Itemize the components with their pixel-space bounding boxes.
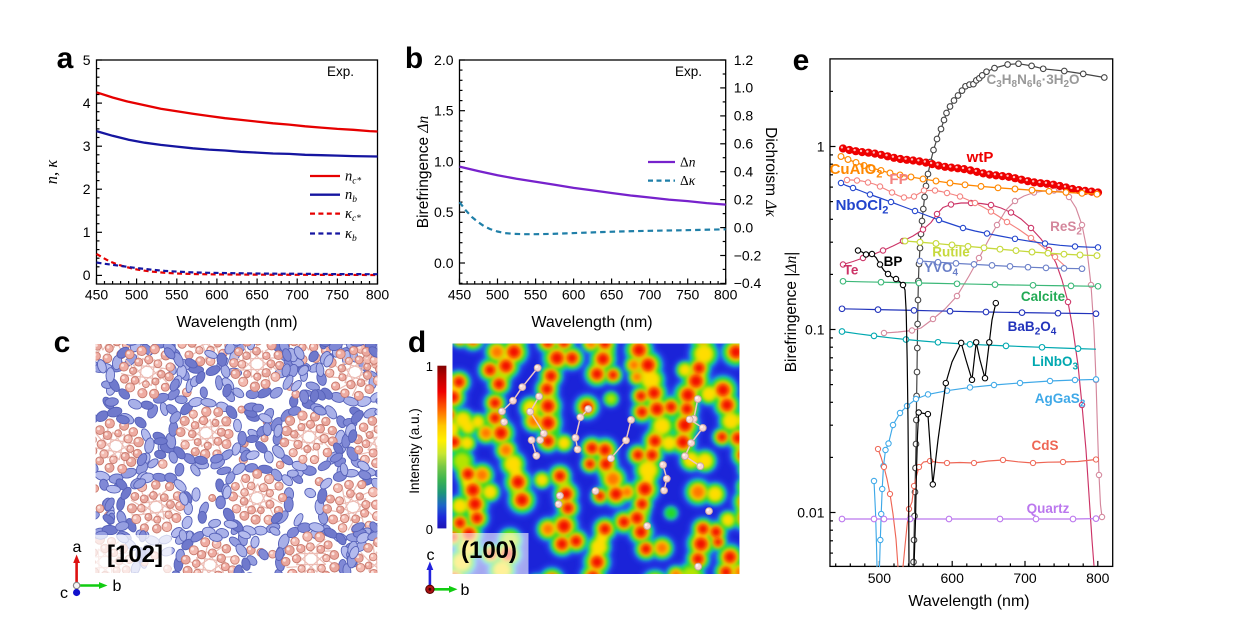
svg-text:600: 600 <box>941 570 965 586</box>
svg-text:700: 700 <box>1013 570 1037 586</box>
svg-text:Quartz: Quartz <box>1027 501 1070 516</box>
svg-text:CuAlO2: CuAlO2 <box>830 161 883 181</box>
svg-text:0.0: 0.0 <box>734 219 754 235</box>
svg-text:Rutile: Rutile <box>932 245 970 260</box>
svg-text:4: 4 <box>83 95 91 111</box>
svg-text:450: 450 <box>85 287 109 303</box>
svg-text:1.0: 1.0 <box>434 153 454 169</box>
svg-text:[102]: [102] <box>107 541 163 568</box>
svg-text:450: 450 <box>448 287 472 303</box>
svg-text:0.1: 0.1 <box>805 321 825 337</box>
svg-text:2: 2 <box>83 181 91 197</box>
svg-text:−0.2: −0.2 <box>734 247 762 263</box>
svg-text:C3H8N6I6·3H2O: C3H8N6I6·3H2O <box>986 72 1079 90</box>
svg-text:0.01: 0.01 <box>797 504 824 520</box>
svg-text:c: c <box>60 585 68 602</box>
svg-text:Exp.: Exp. <box>327 64 354 79</box>
svg-text:a: a <box>73 539 82 556</box>
svg-text:600: 600 <box>205 287 229 303</box>
svg-text:(100): (100) <box>461 537 517 564</box>
svg-text:κb: κb <box>345 226 357 244</box>
svg-text:b: b <box>405 42 423 75</box>
svg-text:AgGaS2: AgGaS2 <box>1035 391 1086 410</box>
svg-text:CdS: CdS <box>1032 438 1059 453</box>
svg-text:1.0: 1.0 <box>734 80 754 96</box>
svg-text:800: 800 <box>1086 570 1110 586</box>
svg-text:Δκ: Δκ <box>680 173 696 188</box>
svg-text:0: 0 <box>83 267 91 283</box>
svg-text:1: 1 <box>426 359 433 374</box>
svg-text:BP: BP <box>884 254 903 269</box>
svg-text:750: 750 <box>326 287 350 303</box>
svg-text:FP: FP <box>889 171 908 188</box>
svg-text:b: b <box>461 582 470 599</box>
svg-text:0.8: 0.8 <box>734 108 754 124</box>
svg-text:c: c <box>54 326 71 359</box>
svg-text:0.6: 0.6 <box>734 136 754 152</box>
svg-text:0.0: 0.0 <box>434 255 454 271</box>
svg-text:3: 3 <box>83 138 91 154</box>
svg-text:0.2: 0.2 <box>734 191 754 207</box>
svg-text:2.0: 2.0 <box>434 52 454 68</box>
svg-text:NbOCl2: NbOCl2 <box>836 197 889 217</box>
svg-text:Dichroism Δκ: Dichroism Δκ <box>762 127 779 217</box>
svg-text:b: b <box>113 578 122 595</box>
svg-text:c: c <box>427 547 435 564</box>
svg-text:BaB2O4: BaB2O4 <box>1008 319 1057 338</box>
svg-text:Exp.: Exp. <box>675 64 702 79</box>
svg-text:Wavelength (nm): Wavelength (nm) <box>908 593 1029 610</box>
svg-text:750: 750 <box>676 287 700 303</box>
svg-text:Wavelength (nm): Wavelength (nm) <box>176 314 297 331</box>
svg-text:Wavelength (nm): Wavelength (nm) <box>531 314 652 331</box>
svg-text:1.5: 1.5 <box>434 103 454 119</box>
svg-text:Birefringence |Δn|: Birefringence |Δn| <box>783 252 800 373</box>
svg-text:550: 550 <box>165 287 189 303</box>
svg-text:Te: Te <box>844 263 859 278</box>
svg-text:1: 1 <box>83 224 91 240</box>
svg-text:500: 500 <box>868 570 892 586</box>
svg-text:Birefringence Δn: Birefringence Δn <box>415 116 432 229</box>
svg-text:ReS2: ReS2 <box>1050 219 1082 238</box>
svg-text:600: 600 <box>562 287 586 303</box>
svg-text:n, κ: n, κ <box>42 159 61 185</box>
svg-text:Intensity (a.u.): Intensity (a.u.) <box>407 408 422 494</box>
svg-text:e: e <box>793 44 810 77</box>
svg-text:YVO4: YVO4 <box>924 260 959 279</box>
svg-text:550: 550 <box>524 287 548 303</box>
svg-text:LiNbO3: LiNbO3 <box>1032 354 1079 373</box>
svg-text:0.4: 0.4 <box>734 164 754 180</box>
svg-text:700: 700 <box>638 287 662 303</box>
svg-text:0.5: 0.5 <box>434 204 454 220</box>
svg-text:−0.4: −0.4 <box>734 275 762 291</box>
svg-text:0: 0 <box>426 522 433 537</box>
svg-text:d: d <box>408 326 426 359</box>
svg-text:500: 500 <box>125 287 149 303</box>
svg-text:Calcite: Calcite <box>1021 289 1066 304</box>
svg-text:500: 500 <box>486 287 510 303</box>
svg-text:1.2: 1.2 <box>734 52 754 68</box>
svg-text:800: 800 <box>366 287 390 303</box>
svg-text:650: 650 <box>245 287 269 303</box>
svg-text:wtP: wtP <box>966 149 994 166</box>
svg-text:Δn: Δn <box>680 155 696 170</box>
svg-text:700: 700 <box>286 287 310 303</box>
svg-text:650: 650 <box>600 287 624 303</box>
svg-text:1: 1 <box>817 138 825 154</box>
svg-text:800: 800 <box>714 287 738 303</box>
svg-text:a: a <box>57 42 74 75</box>
svg-text:5: 5 <box>83 52 91 68</box>
